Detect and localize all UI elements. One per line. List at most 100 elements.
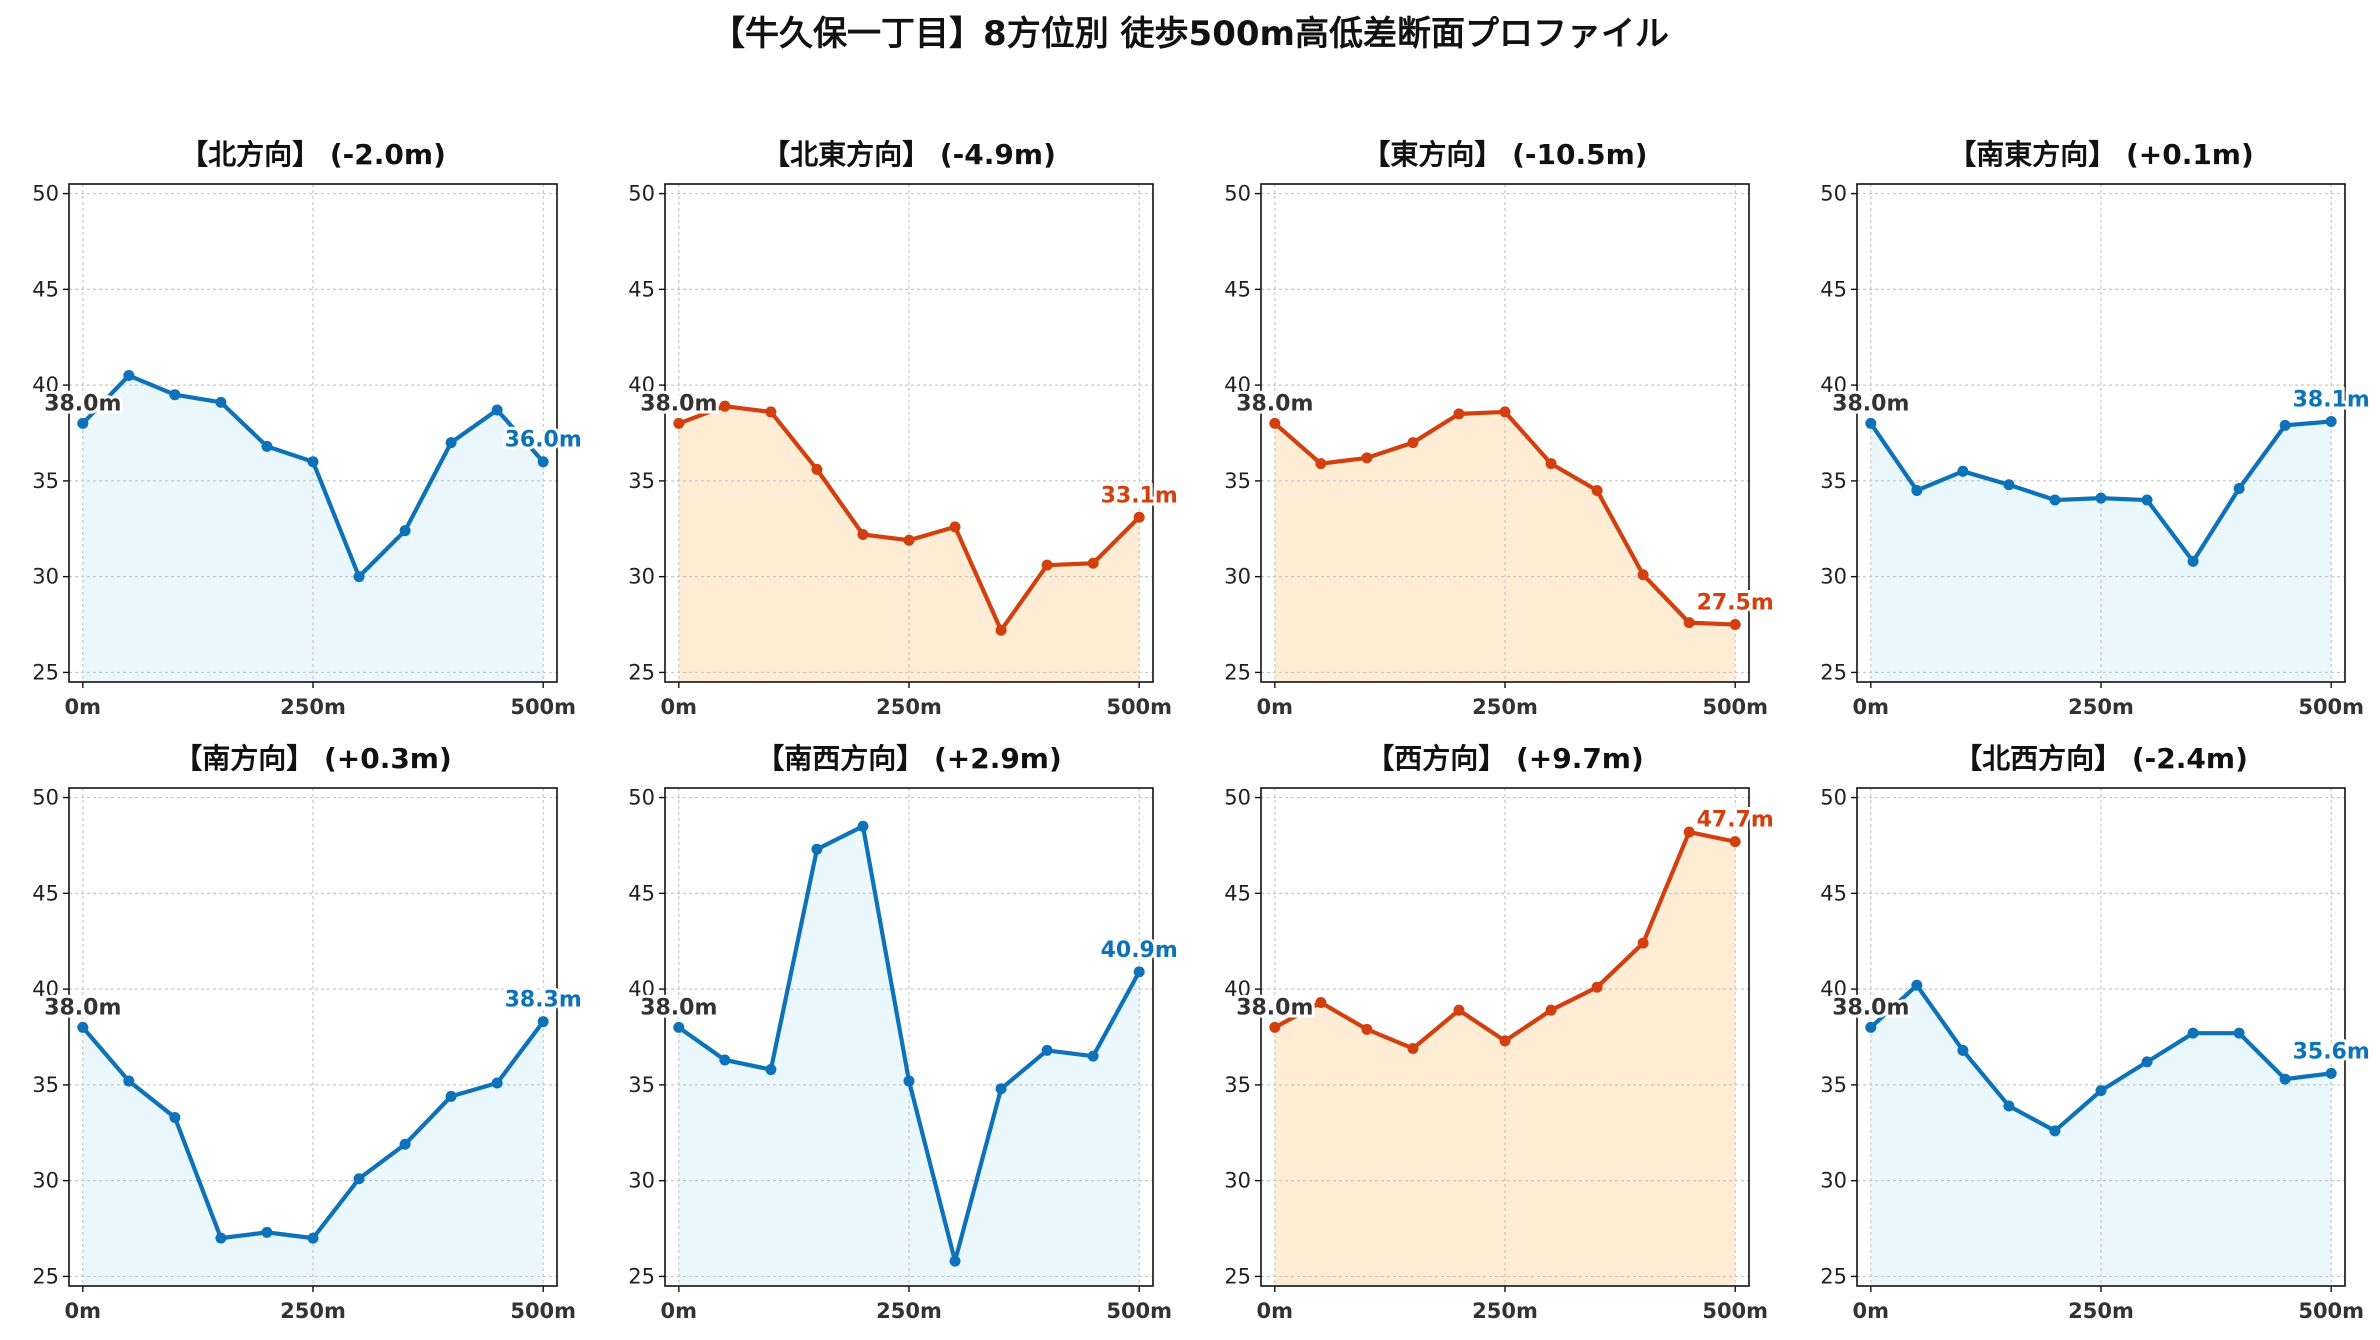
- data-point: [1269, 417, 1281, 429]
- ytick-label: 40: [1820, 977, 1847, 1001]
- panel-title: 【西方向】 (+9.7m): [1366, 742, 1644, 775]
- ytick-label: 35: [32, 469, 59, 493]
- ytick-label: 35: [1820, 1073, 1847, 1097]
- ytick-label: 40: [628, 977, 655, 1001]
- data-point: [765, 1064, 777, 1076]
- data-point: [1453, 1004, 1465, 1016]
- start-label: 38.0m: [44, 391, 121, 416]
- ytick-label: 45: [628, 277, 655, 301]
- data-point: [1407, 437, 1419, 449]
- data-point: [2141, 494, 2153, 506]
- data-point: [949, 1255, 961, 1267]
- data-point: [765, 406, 777, 418]
- end-label: 38.1m: [2293, 388, 2370, 413]
- data-point: [1133, 966, 1145, 978]
- ytick-label: 45: [1820, 881, 1847, 905]
- ytick-label: 50: [1224, 182, 1251, 206]
- data-point: [261, 440, 273, 452]
- data-point: [1269, 1021, 1281, 1033]
- data-point: [949, 521, 961, 533]
- area-fill: [1870, 985, 2332, 1286]
- ytick-label: 50: [628, 786, 655, 810]
- ytick-label: 45: [1224, 881, 1251, 905]
- data-point: [491, 1077, 503, 1089]
- data-point: [1087, 557, 1099, 569]
- ytick-label: 45: [1820, 277, 1847, 301]
- area-fill: [678, 826, 1140, 1286]
- ytick-label: 30: [1820, 565, 1847, 589]
- data-point: [353, 571, 365, 583]
- data-point: [1911, 979, 1923, 991]
- data-point: [2187, 555, 2199, 567]
- data-point: [811, 843, 823, 855]
- start-label: 38.0m: [1832, 391, 1909, 416]
- ytick-label: 40: [32, 977, 59, 1001]
- data-point: [537, 1016, 549, 1028]
- data-point: [215, 396, 227, 408]
- data-point: [1911, 484, 1923, 496]
- ytick-label: 40: [1224, 977, 1251, 1001]
- data-point: [123, 1075, 135, 1087]
- data-point: [1361, 1023, 1373, 1035]
- data-point: [445, 437, 457, 449]
- start-label: 38.0m: [640, 391, 717, 416]
- ytick-label: 30: [1224, 1169, 1251, 1193]
- start-label: 38.0m: [1236, 391, 1313, 416]
- ytick-label: 40: [628, 373, 655, 397]
- ytick-label: 50: [1820, 786, 1847, 810]
- data-point: [995, 624, 1007, 636]
- data-point: [857, 820, 869, 832]
- xtick-label: 250m: [2068, 695, 2134, 719]
- xtick-label: 0m: [1853, 1299, 1890, 1323]
- data-point: [2095, 1085, 2107, 1097]
- ytick-label: 35: [1224, 1073, 1251, 1097]
- data-point: [811, 463, 823, 475]
- ytick-label: 50: [1224, 786, 1251, 810]
- data-point: [399, 1138, 411, 1150]
- data-point: [857, 529, 869, 541]
- xtick-label: 0m: [1853, 695, 1890, 719]
- ytick-label: 35: [628, 469, 655, 493]
- data-point: [1315, 458, 1327, 470]
- data-point: [1545, 458, 1557, 470]
- start-label: 38.0m: [44, 995, 121, 1020]
- ytick-label: 35: [628, 1073, 655, 1097]
- start-label: 38.0m: [640, 995, 717, 1020]
- xtick-label: 250m: [876, 1299, 942, 1323]
- xtick-label: 500m: [2298, 1299, 2364, 1323]
- xtick-label: 250m: [280, 1299, 346, 1323]
- ytick-label: 45: [32, 881, 59, 905]
- data-point: [2325, 416, 2337, 428]
- data-point: [2049, 494, 2061, 506]
- data-point: [903, 534, 915, 546]
- data-point: [1041, 1044, 1053, 1056]
- data-point: [1957, 465, 1969, 477]
- ytick-label: 40: [1224, 373, 1251, 397]
- data-point: [903, 1075, 915, 1087]
- data-point: [1315, 997, 1327, 1009]
- ytick-label: 30: [628, 1169, 655, 1193]
- data-point: [1361, 452, 1373, 464]
- ytick-label: 50: [32, 182, 59, 206]
- xtick-label: 0m: [661, 1299, 698, 1323]
- ytick-label: 40: [1820, 373, 1847, 397]
- panel-title: 【南東方向】 (+0.1m): [1948, 138, 2254, 171]
- data-point: [1637, 569, 1649, 581]
- data-point: [2233, 483, 2245, 495]
- data-point: [169, 389, 181, 401]
- data-point: [1729, 836, 1741, 848]
- data-point: [673, 1021, 685, 1033]
- panel-title: 【東方向】 (-10.5m): [1362, 138, 1647, 171]
- panel-title: 【北東方向】 (-4.9m): [762, 138, 1056, 171]
- data-point: [1087, 1050, 1099, 1062]
- ytick-label: 30: [1224, 565, 1251, 589]
- data-point: [2141, 1056, 2153, 1068]
- data-point: [123, 370, 135, 382]
- xtick-label: 250m: [1472, 1299, 1538, 1323]
